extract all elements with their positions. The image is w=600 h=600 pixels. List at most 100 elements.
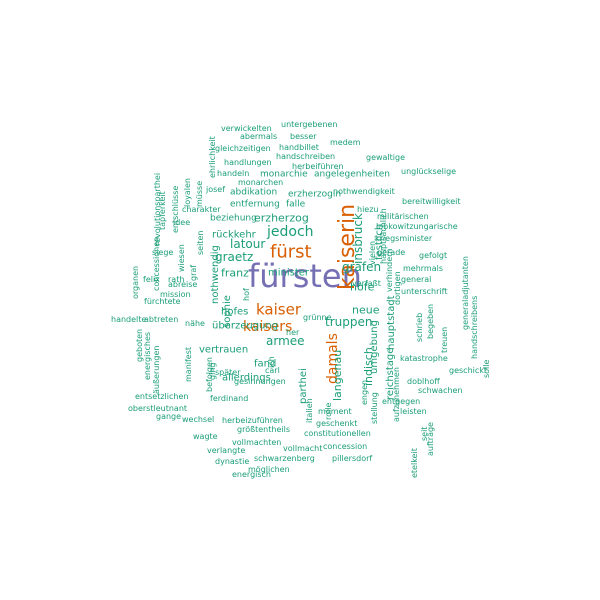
cloud-word: verwickelten: [221, 124, 272, 134]
cloud-word: mehrmals: [403, 264, 444, 274]
cloud-word: fand: [254, 358, 277, 370]
cloud-word: aufzunehmen: [392, 367, 401, 422]
cloud-word: schwachen: [418, 386, 463, 396]
cloud-word: medem: [330, 138, 361, 148]
cloud-word: mission: [160, 290, 191, 300]
cloud-word: moment: [318, 407, 352, 417]
cloud-word: constitutionellen: [304, 429, 371, 439]
cloud-word: untergebenen: [281, 120, 338, 130]
cloud-word: vertrauen: [199, 344, 249, 356]
cloud-word: minister: [268, 267, 310, 279]
cloud-word: seit: [420, 426, 429, 441]
cloud-word: tapferkeit: [158, 191, 167, 230]
cloud-word: monarchie: [260, 169, 308, 180]
cloud-word: energisches: [143, 331, 152, 380]
cloud-word: hiezu: [357, 205, 379, 215]
cloud-word: graetz: [215, 249, 254, 264]
cloud-word: erzherzogin: [288, 189, 342, 200]
cloud-word: hofe: [350, 280, 375, 294]
cloud-word: kriegsminister: [375, 234, 433, 244]
cloud-word: geschenkt: [316, 419, 358, 429]
cloud-word: abreise: [168, 280, 198, 290]
cloud-word: handschreibens: [470, 295, 479, 359]
cloud-word: lobkowitzungarische: [376, 222, 458, 232]
cloud-word: insbruck: [351, 213, 365, 264]
cloud-word: herbeizuführen: [222, 416, 283, 426]
cloud-word: nothwendig: [210, 245, 221, 304]
cloud-word: ferdinand: [210, 394, 249, 404]
cloud-word: graf: [189, 264, 198, 281]
cloud-word: vielen: [368, 240, 377, 265]
cloud-word: engen: [360, 379, 369, 405]
cloud-word: entschlüsse: [171, 185, 180, 233]
cloud-word: bereitwilligkeit: [402, 197, 461, 207]
cloud-word: seiten: [196, 230, 205, 255]
cloud-word: doblhoff: [407, 377, 440, 387]
cloud-word: schrieb: [415, 312, 424, 342]
cloud-word: armee: [266, 333, 305, 348]
cloud-word: leisten: [400, 407, 427, 417]
cloud-word: gange: [156, 412, 182, 422]
cloud-word: josef: [206, 185, 226, 195]
cloud-word: rolle: [324, 402, 333, 420]
cloud-word: sophie: [222, 295, 233, 328]
cloud-word: hof: [242, 288, 251, 301]
cloud-word: falle: [286, 199, 306, 210]
cloud-word: organen: [131, 265, 140, 299]
cloud-word: wiesen: [177, 244, 186, 272]
cloud-word: fürsten: [248, 256, 362, 295]
cloud-word: vollmachten: [232, 438, 282, 448]
cloud-word: loyalen: [183, 178, 192, 207]
cloud-word: handelte: [111, 315, 147, 325]
cloud-word: katastrophe: [400, 354, 448, 364]
cloud-word: angelegenheiten: [314, 169, 390, 180]
cloud-word: abtreten: [144, 315, 179, 325]
cloud-word: ging: [208, 362, 217, 380]
cloud-word: wechsel: [182, 415, 215, 425]
cloud-word: treuen: [440, 326, 449, 353]
cloud-word: etelkeit: [410, 448, 419, 478]
cloud-word: schwarzenberg: [254, 454, 315, 464]
cloud-word: nähe: [185, 319, 205, 329]
cloud-word: begeben: [426, 303, 435, 339]
cloud-word: hauptsächlich: [379, 208, 388, 264]
cloud-word: siege: [152, 248, 174, 258]
cloud-word: umgebung: [369, 320, 380, 374]
cloud-word: wagte: [193, 432, 218, 442]
cloud-word: franz: [221, 266, 249, 280]
cloud-word: kaisers: [243, 319, 293, 336]
cloud-word: manifest: [184, 346, 193, 382]
cloud-word: müsse: [195, 180, 204, 207]
cloud-word: grafen: [342, 259, 382, 274]
cloud-word: geschickt: [449, 366, 488, 376]
cloud-word: abdikation: [230, 187, 278, 198]
cloud-word: latour: [230, 236, 266, 251]
cloud-word: später: [215, 368, 241, 378]
cloud-word: gesinnungen: [234, 377, 286, 387]
cloud-word: truppen: [325, 314, 373, 329]
cloud-word: rath: [168, 275, 185, 285]
cloud-word: entsetzlichen: [135, 392, 189, 402]
cloud-word: handeln: [217, 169, 250, 179]
cloud-word: monarchen: [238, 178, 284, 188]
cloud-word: felix: [143, 275, 160, 285]
cloud-word: dynastie: [215, 457, 250, 467]
cloud-word: gerade: [377, 248, 406, 258]
cloud-word: verlangte: [207, 446, 246, 456]
cloud-word: dortigen: [393, 271, 402, 305]
cloud-word: stellung: [370, 392, 379, 424]
cloud-word: unterschrift: [401, 287, 448, 297]
cloud-word: besser: [290, 132, 317, 142]
cloud-word: charakter: [182, 205, 221, 215]
cloud-word: kaiser: [256, 300, 301, 319]
cloud-word: vollmacht: [283, 444, 323, 454]
cloud-word: unglückselige: [401, 167, 457, 177]
cloud-word: überzeugung: [212, 320, 279, 332]
cloud-word: solle: [482, 359, 491, 378]
cloud-word: oberstleutnant: [128, 404, 188, 414]
cloud-word: italien: [305, 398, 314, 423]
cloud-word: beziehung: [210, 213, 257, 224]
cloud-word: herbeiführen: [292, 162, 344, 172]
cloud-word: energisch: [232, 470, 271, 480]
